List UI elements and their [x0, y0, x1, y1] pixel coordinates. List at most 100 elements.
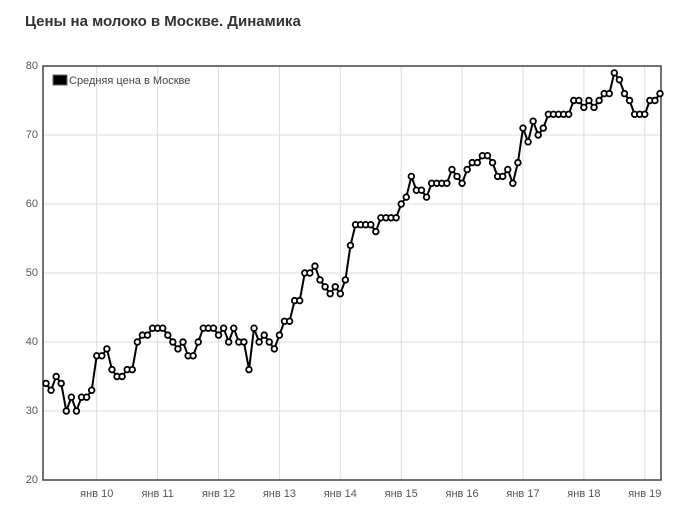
- point: [179, 338, 187, 346]
- point: [316, 276, 324, 284]
- point: [159, 324, 167, 332]
- point: [392, 214, 400, 222]
- x-tick-label: янв 10: [80, 488, 113, 500]
- point: [219, 324, 228, 332]
- point: [590, 103, 598, 112]
- series-line: [45, 70, 661, 415]
- point: [615, 76, 624, 84]
- point: [453, 172, 461, 181]
- point: [265, 338, 273, 346]
- point: [189, 352, 197, 360]
- point: [483, 151, 492, 160]
- point: [326, 290, 334, 298]
- point: [656, 89, 664, 98]
- y-tick-label: 50: [26, 267, 38, 279]
- x-tick-label: янв 17: [506, 488, 539, 500]
- y-tick-label: 80: [26, 60, 38, 72]
- point: [285, 317, 294, 325]
- point: [52, 372, 60, 381]
- point: [174, 345, 182, 353]
- point: [367, 220, 375, 229]
- point: [296, 296, 304, 305]
- point: [610, 69, 619, 77]
- point: [407, 172, 416, 181]
- point: [417, 186, 426, 194]
- point: [270, 345, 279, 353]
- point: [128, 365, 136, 374]
- point: [311, 262, 319, 270]
- y-tick-label: 70: [26, 129, 38, 141]
- chart-title: Цены на молоко в Москве. Динамика: [25, 13, 301, 30]
- point: [641, 110, 649, 118]
- point: [82, 393, 91, 401]
- point: [346, 241, 355, 250]
- point: [336, 290, 345, 298]
- y-tick-label: 30: [26, 405, 38, 417]
- point: [224, 338, 233, 346]
- legend-swatch: [52, 74, 68, 86]
- x-tick-label: янв 15: [385, 488, 418, 500]
- point: [372, 227, 380, 236]
- point: [651, 96, 659, 105]
- point: [143, 331, 152, 339]
- point: [458, 179, 466, 187]
- y-tick-label: 60: [26, 198, 38, 210]
- x-tick-label: янв 12: [202, 488, 235, 500]
- point: [539, 124, 547, 132]
- point: [519, 124, 527, 132]
- point: [108, 365, 116, 374]
- y-tick-label: 20: [26, 474, 38, 486]
- point: [250, 324, 258, 332]
- point: [306, 269, 314, 277]
- point: [595, 96, 603, 105]
- point: [240, 338, 248, 346]
- point: [98, 352, 106, 360]
- point: [47, 386, 55, 394]
- point: [67, 393, 76, 401]
- point: [57, 379, 65, 388]
- point: [42, 379, 50, 388]
- point: [255, 338, 263, 346]
- point: [62, 407, 70, 415]
- point: [341, 276, 350, 284]
- point: [245, 365, 253, 374]
- point: [214, 331, 223, 339]
- x-tick-label: янв 18: [567, 488, 600, 500]
- point: [422, 193, 431, 201]
- point: [397, 200, 405, 208]
- point: [169, 338, 177, 346]
- point: [504, 165, 512, 174]
- point: [605, 89, 613, 98]
- x-tick-label: янв 19: [628, 488, 661, 500]
- x-tick-label: янв 11: [141, 488, 173, 500]
- point: [164, 331, 172, 339]
- point: [463, 165, 471, 174]
- x-tick-label: янв 14: [324, 488, 357, 500]
- point: [473, 158, 482, 167]
- point: [488, 158, 497, 167]
- legend-label: Средняя цена в Москве: [69, 75, 190, 87]
- point: [625, 96, 634, 105]
- point: [209, 324, 218, 332]
- point: [331, 283, 339, 291]
- point: [509, 179, 517, 187]
- point: [514, 158, 522, 167]
- point: [275, 331, 284, 339]
- point: [87, 386, 96, 394]
- point: [524, 138, 532, 146]
- x-tick-label: янв 16: [446, 488, 479, 500]
- point: [133, 338, 142, 346]
- point: [321, 283, 329, 291]
- point: [580, 103, 588, 112]
- point: [564, 110, 573, 118]
- point: [534, 131, 542, 139]
- x-tick-label: янв 13: [263, 488, 296, 500]
- point: [103, 345, 111, 353]
- point: [620, 89, 629, 98]
- y-tick-label: 40: [26, 336, 38, 348]
- point: [118, 372, 126, 381]
- point: [575, 96, 583, 105]
- point: [529, 117, 537, 125]
- point: [230, 324, 238, 332]
